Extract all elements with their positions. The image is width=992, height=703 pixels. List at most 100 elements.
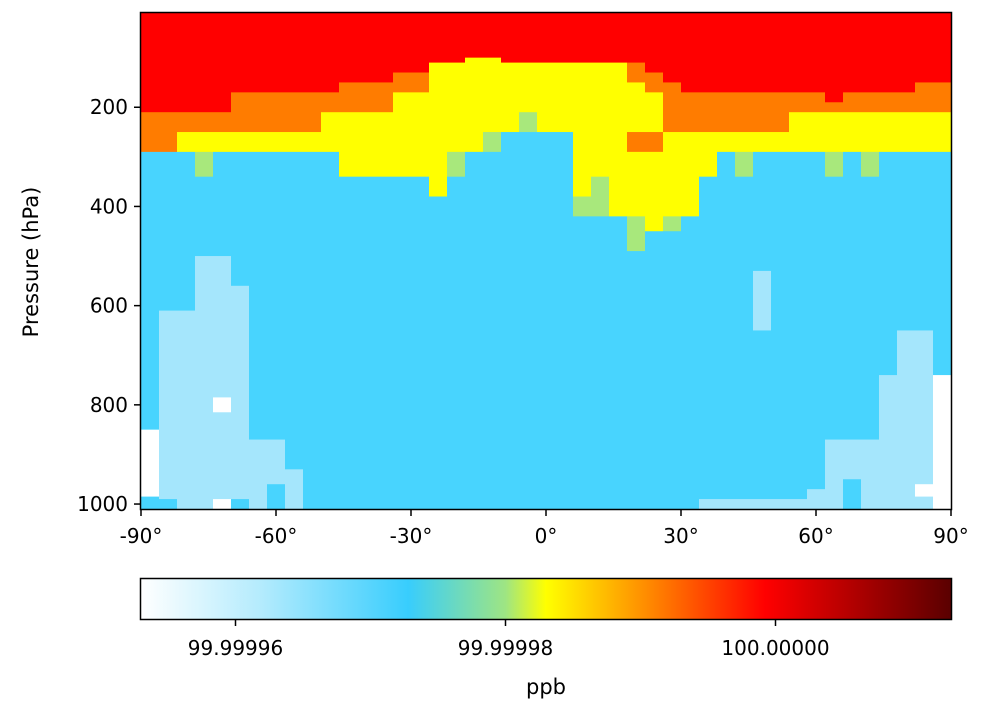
heatmap-cell xyxy=(519,13,538,64)
x-tick-label: -60° xyxy=(255,524,298,548)
heatmap-cells xyxy=(141,13,952,510)
heatmap-cell xyxy=(825,439,844,510)
heatmap-cell xyxy=(717,132,736,153)
heatmap-cell xyxy=(447,13,466,64)
heatmap-cell xyxy=(771,151,790,500)
heatmap-cell xyxy=(897,13,916,93)
heatmap-cell xyxy=(195,132,214,153)
heatmap-cell xyxy=(249,439,268,510)
heatmap-cell xyxy=(267,484,286,510)
heatmap-cell xyxy=(555,62,574,133)
heatmap-cell xyxy=(483,132,502,153)
heatmap-cell xyxy=(447,151,466,178)
heatmap-cell xyxy=(753,92,772,133)
heatmap-cell xyxy=(627,132,646,153)
heatmap-cell xyxy=(483,57,502,133)
heatmap-cell xyxy=(843,112,862,153)
heatmap-cell xyxy=(753,13,772,93)
heatmap-cell xyxy=(267,439,286,485)
heatmap-cell xyxy=(699,132,718,178)
heatmap-cell xyxy=(285,469,304,510)
heatmap-cell xyxy=(213,256,232,398)
x-tick-label: 90° xyxy=(933,524,968,548)
heatmap-cell xyxy=(771,132,790,153)
heatmap-cell xyxy=(375,13,394,84)
heatmap-cell xyxy=(519,112,538,133)
heatmap-cell xyxy=(825,112,844,153)
heatmap-cell xyxy=(807,112,826,153)
heatmap-cell xyxy=(573,196,592,217)
heatmap-cell xyxy=(753,330,772,500)
heatmap-cell xyxy=(159,13,178,113)
heatmap-cell xyxy=(807,489,826,510)
heatmap-cell xyxy=(357,82,376,113)
heatmap-cell xyxy=(933,375,952,510)
heatmap-cell xyxy=(213,151,232,257)
heatmap-cell xyxy=(825,102,844,113)
heatmap-cell xyxy=(357,176,376,510)
heatmap-cell xyxy=(465,13,484,59)
heatmap-cell xyxy=(627,216,646,252)
heatmap-cell xyxy=(627,151,646,217)
heatmap-cell xyxy=(501,13,520,64)
heatmap-cell xyxy=(177,112,196,133)
heatmap-cell xyxy=(825,13,844,103)
heatmap-cell xyxy=(915,13,934,84)
heatmap-cell xyxy=(159,499,178,510)
heatmap-cell xyxy=(735,499,754,510)
heatmap-cell xyxy=(645,231,664,510)
heatmap-cell xyxy=(141,13,160,113)
heatmap-cell xyxy=(159,151,178,312)
heatmap-cell xyxy=(933,112,952,153)
heatmap-cell xyxy=(915,82,934,113)
heatmap-cell xyxy=(681,13,700,93)
heatmap-cell xyxy=(303,151,322,510)
heatmap-cell xyxy=(879,13,898,93)
heatmap-cell xyxy=(303,92,322,133)
y-tick-label: 400 xyxy=(90,194,128,218)
heatmap-cell xyxy=(933,82,952,113)
heatmap-cell xyxy=(591,13,610,64)
heatmap-cell xyxy=(627,251,646,510)
heatmap-cell xyxy=(897,330,916,510)
heatmap-cell xyxy=(843,439,862,480)
colorbar-ticks: 99.99996 99.99998 100.00000 xyxy=(188,619,830,660)
heatmap-cell xyxy=(663,13,682,84)
heatmap-cell xyxy=(321,92,340,113)
heatmap-cell xyxy=(663,231,682,510)
heatmap-cell xyxy=(249,151,268,441)
heatmap-cell xyxy=(573,13,592,64)
heatmap-cell xyxy=(177,151,196,312)
heatmap-cell xyxy=(231,151,250,287)
heatmap-cell xyxy=(663,82,682,133)
heatmap-cell xyxy=(213,112,232,133)
heatmap-cell xyxy=(519,132,538,510)
heatmap-cell xyxy=(267,92,286,133)
heatmap-cell xyxy=(717,92,736,133)
heatmap-cell xyxy=(393,72,412,93)
heatmap-cell xyxy=(681,132,700,217)
heatmap-cell xyxy=(231,13,250,93)
heatmap-cell xyxy=(465,57,484,153)
heatmap-cell xyxy=(429,13,448,64)
heatmap-cell xyxy=(879,151,898,376)
heatmap-cell xyxy=(807,151,826,490)
heatmap-cell xyxy=(699,92,718,133)
x-tick-label: 60° xyxy=(798,524,833,548)
heatmap-cell xyxy=(501,132,520,510)
heatmap-cell xyxy=(735,13,754,93)
heatmap-cell xyxy=(159,112,178,153)
heatmap-cell xyxy=(735,151,754,178)
heatmap-cell xyxy=(807,13,826,93)
heatmap-cell xyxy=(267,132,286,153)
heatmap-cell xyxy=(285,92,304,133)
heatmap-cell xyxy=(861,92,880,113)
heatmap-cell xyxy=(645,72,664,93)
heatmap-cell xyxy=(573,62,592,198)
heatmap-cell xyxy=(501,62,520,133)
heatmap-cell xyxy=(663,132,682,217)
heatmap-cell xyxy=(447,62,466,153)
heatmap-cell xyxy=(303,132,322,153)
heatmap-cell xyxy=(645,13,664,74)
